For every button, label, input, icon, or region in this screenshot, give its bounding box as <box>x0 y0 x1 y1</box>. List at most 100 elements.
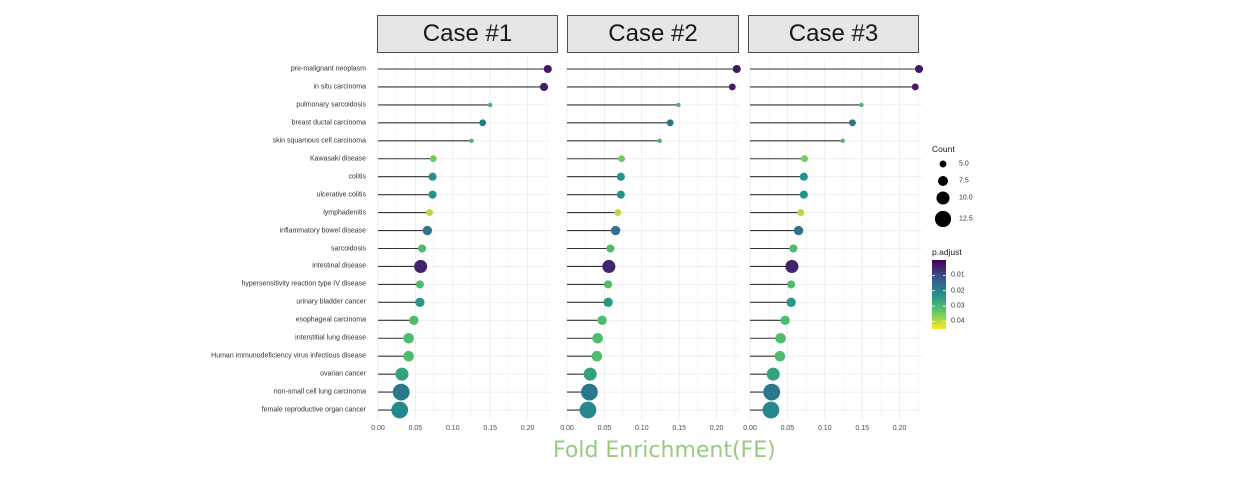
lollipop-point <box>543 64 552 74</box>
category-label: pre-malignant neoplasm <box>290 65 366 73</box>
x-tick-label: 0.10 <box>818 425 832 432</box>
category-label: in situ carcinoma <box>313 83 366 91</box>
panel-title-case-2: Case #2 <box>567 15 739 53</box>
panel-title-case-3: Case #3 <box>748 15 919 53</box>
lollipop-point <box>780 315 790 325</box>
lollipop-point <box>395 367 409 381</box>
p-adjust-colorbar <box>932 260 946 329</box>
lollipop-point <box>614 209 622 217</box>
x-tick-label: 0.05 <box>598 425 612 432</box>
lollipop-point <box>799 190 808 199</box>
p-adjust-legend-title: p.adjust <box>932 247 962 257</box>
lollipop-point <box>911 83 919 91</box>
lollipop-point <box>786 297 796 308</box>
p-adjust-legend-label: 0.02 <box>951 287 965 295</box>
lollipop-point <box>469 138 474 143</box>
lollipop-point <box>415 297 425 308</box>
count-legend-dot <box>939 160 947 168</box>
lollipop-point <box>785 259 799 273</box>
lollipop-point <box>597 315 607 325</box>
category-label: Kawasaki disease <box>309 155 366 163</box>
p-adjust-legend-label: 0.03 <box>951 302 965 310</box>
category-label: intestinal disease <box>312 262 366 270</box>
lollipop-point <box>604 280 613 289</box>
lollipop-point <box>581 383 598 401</box>
category-label: hypersensitivity reaction type IV diseas… <box>241 280 366 288</box>
count-legend-dot <box>938 176 948 186</box>
lollipop-point <box>603 297 613 308</box>
x-tick-label: 0.00 <box>371 425 385 432</box>
category-label: sarcoidosis <box>330 245 366 252</box>
category-label: urinary bladder cancer <box>296 298 366 306</box>
count-legend-dot <box>934 210 952 228</box>
lollipop-point <box>859 102 864 108</box>
x-tick-label: 0.15 <box>855 425 869 432</box>
x-axis-title: Fold Enrichment(FE) <box>553 438 776 463</box>
category-label: skin squamous cell carcinoma <box>272 137 366 145</box>
lollipop-point <box>539 82 549 92</box>
count-legend-dot <box>936 191 950 205</box>
lollipop-point <box>418 244 427 253</box>
lollipop-point <box>797 209 805 217</box>
x-tick-label: 0.10 <box>446 425 460 432</box>
lollipop-point <box>775 332 786 344</box>
lollipop-point <box>732 64 741 74</box>
lollipop-point <box>428 172 437 181</box>
count-legend-title: Count <box>932 144 955 154</box>
x-tick-label: 0.15 <box>672 425 686 432</box>
category-label: Human immunodeficiency virus infectious … <box>211 352 366 360</box>
lollipop-point <box>403 332 414 344</box>
x-tick-label: 0.20 <box>710 425 724 432</box>
lollipop-point <box>583 367 597 381</box>
p-adjust-legend-label: 0.04 <box>951 317 965 325</box>
lollipop-point <box>762 401 780 419</box>
x-tick-label: 0.10 <box>635 425 649 432</box>
lollipop-point <box>774 350 786 362</box>
lollipop-point <box>403 350 414 362</box>
lollipop-point <box>618 155 626 163</box>
lollipop-point <box>763 383 781 401</box>
category-label: inflammatory bowel disease <box>279 227 366 235</box>
category-label: ovarian cancer <box>320 370 366 378</box>
category-label: female reproductive organ cancer <box>261 406 366 414</box>
lollipop-point <box>728 83 736 91</box>
lollipop-point <box>606 244 615 253</box>
lollipop-point <box>840 138 845 143</box>
lollipop-point <box>409 315 419 325</box>
category-label: lymphadenitis <box>323 209 366 217</box>
lollipop-point <box>616 172 625 181</box>
category-label: non-small cell lung carcinoma <box>273 388 366 396</box>
lollipop-point <box>849 119 856 127</box>
category-label: pulmonary sarcoidosis <box>296 101 366 109</box>
lollipop-point <box>789 244 798 253</box>
category-label: esophageal carcinoma <box>295 316 366 324</box>
lollipop-point <box>610 225 621 236</box>
lollipop-point <box>602 259 616 273</box>
lollipop-point <box>657 138 662 143</box>
x-tick-label: 0.05 <box>781 425 795 432</box>
lollipop-point <box>591 350 603 362</box>
lollipop-point <box>801 155 809 163</box>
lollipop-point <box>787 280 796 289</box>
lollipop-point <box>579 401 597 419</box>
category-label: interstitial lung disease <box>295 334 366 342</box>
category-label: colitis <box>348 173 366 181</box>
lollipop-point <box>428 190 437 199</box>
lollipop-point <box>391 401 409 419</box>
lollipop-point <box>422 225 433 236</box>
count-legend-label: 12.5 <box>959 215 973 223</box>
x-tick-label: 0.05 <box>409 425 423 432</box>
lollipop-point <box>479 119 487 127</box>
p-adjust-legend-label: 0.01 <box>951 271 965 279</box>
category-label: breast ductal carcinoma <box>291 119 366 127</box>
lollipop-point <box>676 102 681 108</box>
count-legend-label: 5.0 <box>959 160 969 168</box>
x-tick-label: 0.15 <box>483 425 497 432</box>
category-label: ulcerative colitis <box>316 191 366 199</box>
lollipop-point <box>415 280 424 289</box>
count-legend-label: 7.5 <box>959 177 969 185</box>
lollipop-point <box>592 332 603 344</box>
x-tick-label: 0.00 <box>560 425 574 432</box>
lollipop-point <box>426 209 434 217</box>
